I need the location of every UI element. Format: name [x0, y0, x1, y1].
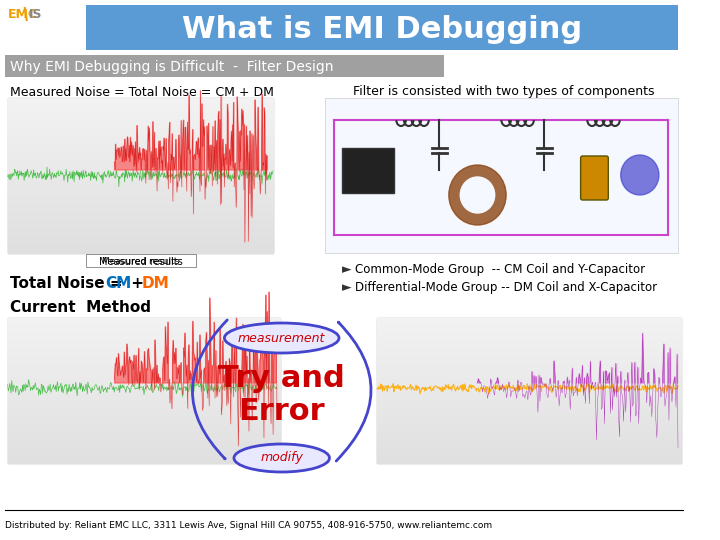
Text: Current  Method: Current Method: [9, 300, 150, 315]
Text: ►: ►: [342, 264, 351, 276]
Circle shape: [621, 155, 659, 195]
Text: Measured results: Measured results: [102, 256, 179, 266]
FancyBboxPatch shape: [325, 98, 678, 253]
Text: Distributed by: Reliant EMC LLC, 3311 Lewis Ave, Signal Hill CA 90755, 408-916-5: Distributed by: Reliant EMC LLC, 3311 Le…: [5, 521, 492, 530]
Text: IS: IS: [29, 8, 42, 21]
Text: CM: CM: [105, 275, 131, 291]
FancyBboxPatch shape: [5, 55, 444, 77]
Circle shape: [460, 177, 495, 213]
Text: modify: modify: [260, 451, 303, 464]
Text: What is EMI Debugging: What is EMI Debugging: [182, 15, 582, 44]
FancyBboxPatch shape: [342, 148, 395, 193]
FancyBboxPatch shape: [86, 5, 678, 50]
Text: EMC: EMC: [8, 8, 37, 21]
Text: +: +: [126, 275, 149, 291]
Text: Why EMI Debugging is Difficult  -  Filter Design: Why EMI Debugging is Difficult - Filter …: [9, 60, 333, 74]
FancyBboxPatch shape: [86, 254, 196, 267]
FancyArrowPatch shape: [336, 322, 371, 461]
Text: Measured results: Measured results: [99, 257, 182, 267]
Text: Differential-Mode Group -- DM Coil and X-Capacitor: Differential-Mode Group -- DM Coil and X…: [355, 281, 657, 294]
FancyBboxPatch shape: [8, 98, 273, 253]
Text: Common-Mode Group  -- CM Coil and Y-Capacitor: Common-Mode Group -- CM Coil and Y-Capac…: [355, 264, 645, 276]
Text: measurement: measurement: [238, 332, 325, 345]
Text: Measured Noise = Total Noise = CM + DM: Measured Noise = Total Noise = CM + DM: [9, 85, 274, 98]
Text: DM: DM: [141, 275, 169, 291]
Text: Try and
Error: Try and Error: [218, 364, 345, 426]
FancyBboxPatch shape: [8, 318, 280, 463]
Text: Filter is consisted with two types of components: Filter is consisted with two types of co…: [354, 85, 654, 98]
Circle shape: [449, 165, 506, 225]
FancyBboxPatch shape: [580, 156, 608, 200]
Text: ►: ►: [342, 281, 351, 294]
Ellipse shape: [225, 323, 339, 353]
FancyArrowPatch shape: [192, 320, 228, 459]
Ellipse shape: [234, 444, 330, 472]
Text: Total Noise =: Total Noise =: [9, 275, 127, 291]
FancyBboxPatch shape: [377, 318, 681, 463]
